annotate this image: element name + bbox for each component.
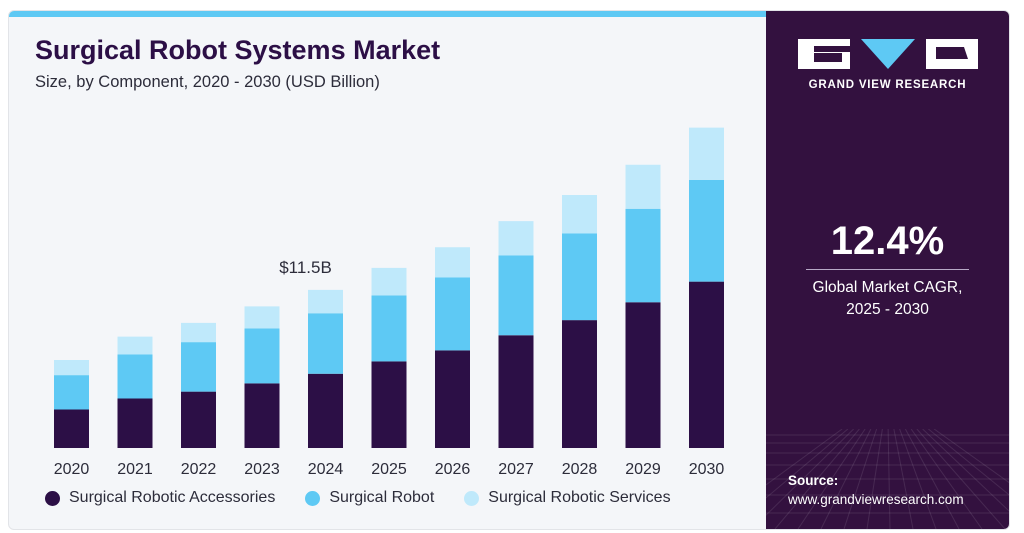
chart-legend: Surgical Robotic Accessories Surgical Rob…: [45, 489, 671, 507]
x-tick-label-2022: 2022: [181, 461, 217, 478]
x-tick-label-2025: 2025: [371, 461, 407, 478]
sidebar-panel: GRAND VIEW RESEARCH 12.4% Global Market …: [766, 11, 1009, 529]
x-tick-label-2023: 2023: [244, 461, 280, 478]
bar-surgical-robotic-accessories-2021: [117, 398, 153, 448]
cagr-value: 12.4%: [830, 219, 945, 263]
bar-surgical-robot-2024: [308, 313, 343, 374]
bar-surgical-robotic-services-2027: [498, 221, 534, 256]
chart-subtitle: Size, by Component, 2020 - 2030 (USD Bil…: [35, 73, 380, 91]
bar-surgical-robotic-services-2021: [117, 336, 153, 355]
infographic-card: Surgical Robot Systems Market Size, by C…: [8, 10, 1010, 530]
cagr-label: Global Market CAGR, 2025 - 2030: [766, 277, 1009, 321]
chart-title: Surgical Robot Systems Market: [35, 35, 441, 65]
bar-surgical-robotic-accessories-2024: [308, 373, 343, 448]
x-tick-label-2029: 2029: [625, 461, 661, 478]
bar-surgical-robotic-services-2025: [371, 267, 407, 296]
cagr-label-line2: 2025 - 2030: [846, 301, 929, 318]
legend-label: Surgical Robot: [329, 489, 435, 506]
bar-surgical-robot-2025: [371, 295, 407, 362]
cagr-label-line1: Global Market CAGR,: [812, 279, 963, 296]
bar-surgical-robotic-accessories-2028: [562, 320, 597, 448]
legend-label: Surgical Robotic Services: [488, 489, 671, 506]
chart-panel: Surgical Robot Systems Market Size, by C…: [9, 11, 766, 529]
bar-surgical-robot-2020: [54, 375, 89, 410]
bar-surgical-robotic-accessories-2020: [54, 409, 89, 448]
source-note: Source: www.grandviewresearch.com: [788, 471, 964, 509]
bar-surgical-robotic-services-2028: [562, 195, 597, 234]
x-tick-label-2030: 2030: [689, 461, 725, 478]
bar-surgical-robot-2021: [117, 354, 153, 399]
brand-name: GRAND VIEW RESEARCH: [808, 79, 967, 91]
bar-surgical-robotic-services-2022: [181, 322, 216, 343]
bar-surgical-robotic-services-2030: [689, 127, 724, 180]
legend-swatch-icon: [305, 490, 321, 506]
data-label-2024: $11.5B: [279, 258, 332, 277]
legend-label: Surgical Robotic Accessories: [69, 489, 276, 506]
x-tick-label-2026: 2026: [435, 461, 471, 478]
x-tick-label-2024: 2024: [308, 461, 344, 478]
bar-surgical-robot-2023: [244, 328, 280, 384]
legend-swatch-icon: [464, 490, 480, 506]
grid-decoration-icon: [766, 429, 1009, 529]
bar-surgical-robotic-services-2023: [244, 306, 280, 329]
bar-surgical-robotic-accessories-2022: [181, 391, 216, 448]
source-url[interactable]: www.grandviewresearch.com: [788, 492, 964, 507]
bar-surgical-robot-2022: [181, 342, 216, 392]
bar-surgical-robot-2029: [625, 208, 661, 303]
x-tick-label-2028: 2028: [562, 461, 598, 478]
x-tick-label-2021: 2021: [117, 461, 153, 478]
bar-chart: 2020 2021 2022 2023 2024 2025 2026 2027 2028 2029…: [54, 127, 725, 478]
accent-bar: [9, 11, 766, 17]
bar-surgical-robotic-services-2026: [435, 247, 470, 278]
legend-item-surgical-robot: Surgical Robot: [305, 489, 434, 507]
bar-surgical-robotic-accessories-2026: [435, 350, 470, 448]
bar-surgical-robotic-accessories-2029: [625, 302, 661, 448]
bar-surgical-robotic-services-2020: [54, 360, 89, 376]
bar-surgical-robotic-accessories-2025: [371, 361, 407, 448]
legend-swatch-icon: [45, 490, 60, 506]
bar-surgical-robotic-accessories-2023: [244, 383, 280, 448]
legend-item-surgical-robotic-services: Surgical Robotic Services: [464, 489, 671, 507]
bar-surgical-robot-2026: [435, 277, 470, 351]
bar-surgical-robotic-accessories-2030: [689, 281, 724, 448]
divider: [806, 269, 969, 270]
bar-surgical-robotic-services-2029: [625, 164, 661, 209]
bar-surgical-robotic-accessories-2027: [498, 335, 534, 448]
x-tick-label-2027: 2027: [498, 461, 534, 478]
bar-surgical-robot-2030: [689, 179, 724, 282]
gvr-logo-icon: [798, 39, 978, 69]
x-tick-label-2020: 2020: [54, 461, 90, 478]
bar-surgical-robot-2027: [498, 255, 534, 336]
bar-surgical-robot-2028: [562, 233, 597, 321]
bar-surgical-robotic-services-2024: [308, 289, 343, 314]
source-label: Source:: [788, 473, 839, 488]
legend-item-surgical-robotic-accessories: Surgical Robotic Accessories: [45, 489, 275, 507]
